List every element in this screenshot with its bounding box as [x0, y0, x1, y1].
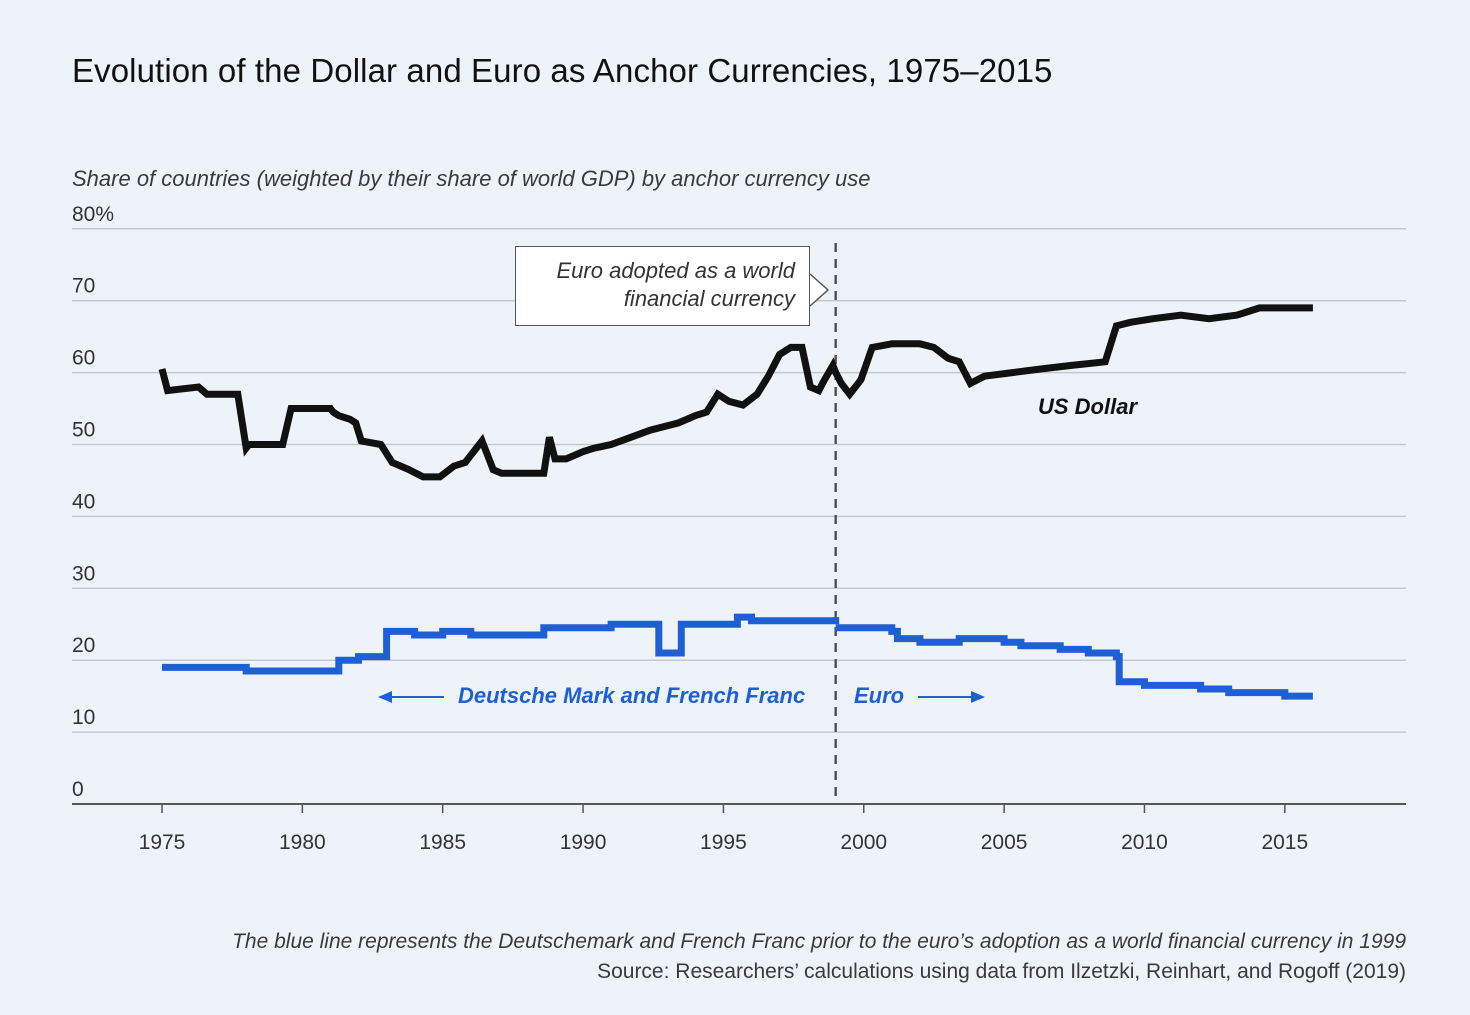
- x-tick-1995: 1995: [700, 831, 747, 854]
- euro-adoption-callout: Euro adopted as a world financial curren…: [515, 246, 810, 326]
- period-arrows: [378, 691, 985, 703]
- x-tick-labels: 1975 1980 1985 1990 1995 2000 2005 2010 2015: [139, 804, 1308, 854]
- y-tick-50: 50: [72, 419, 95, 442]
- x-tick-1975: 1975: [139, 831, 186, 854]
- series-line-deutsche-mark-and-french-franc: [162, 613, 840, 675]
- y-tick-20: 20: [72, 634, 95, 657]
- y-tick-30: 30: [72, 562, 95, 585]
- series-line-us-dollar: [158, 304, 1313, 481]
- x-tick-2010: 2010: [1121, 831, 1168, 854]
- series-lines: [158, 304, 1313, 700]
- x-tick-2015: 2015: [1261, 831, 1308, 854]
- y-tick-40: 40: [72, 490, 95, 513]
- chart-note: The blue line represents the Deutschemar…: [232, 930, 1406, 953]
- y-tick-10: 10: [72, 706, 95, 729]
- series-line-euro: [835, 624, 1313, 700]
- chart-title: Evolution of the Dollar and Euro as Anch…: [72, 52, 1053, 89]
- series-label-us-dollar: US Dollar: [1038, 394, 1138, 419]
- y-tick-60: 60: [72, 347, 95, 370]
- arrow-left-icon: [378, 691, 392, 703]
- y-axis-label: Share of countries (weighted by their sh…: [72, 166, 871, 191]
- x-tick-1985: 1985: [419, 831, 466, 854]
- x-tick-2005: 2005: [981, 831, 1028, 854]
- series-label-euro: Euro: [854, 683, 905, 708]
- y-tick-0: 0: [72, 778, 84, 801]
- x-tick-2000: 2000: [840, 831, 887, 854]
- arrow-right-icon: [971, 691, 985, 703]
- callout-line-1: Euro adopted as a world: [556, 258, 796, 283]
- y-tick-80: 80%: [72, 203, 114, 226]
- callout-line-2: financial currency: [623, 286, 795, 311]
- callout-pointer: [809, 273, 830, 307]
- x-tick-1980: 1980: [279, 831, 326, 854]
- x-tick-1990: 1990: [560, 831, 607, 854]
- y-tick-70: 70: [72, 275, 95, 298]
- y-tick-labels: 0 10 20 30 40 50 60 70 80%: [72, 203, 114, 801]
- euro-adoption-marker: [809, 243, 837, 804]
- series-label-deutsche-mark: Deutsche Mark and French Franc: [458, 683, 806, 708]
- chart-source: Source: Researchers’ calculations using …: [597, 960, 1406, 983]
